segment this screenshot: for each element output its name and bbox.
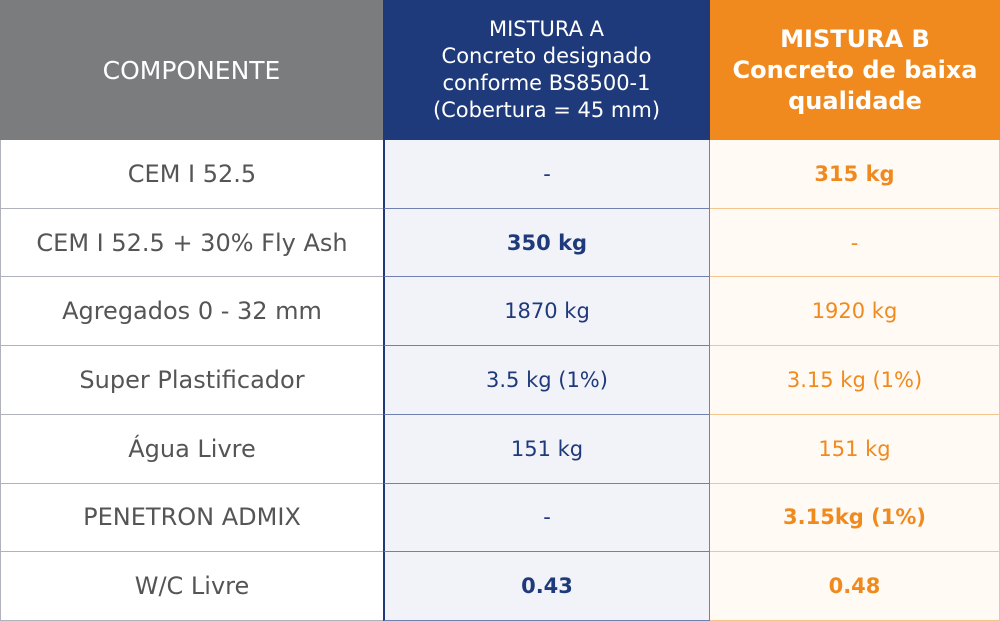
header-cell: COMPONENTE [0,0,383,140]
mix-b-cell: 1920 kg [710,277,1000,347]
header-text: MISTURA A [489,17,604,41]
row-label: CEM I 52.5 + 30% Fly Ash [0,208,383,278]
row-label: Super Plastificador [0,346,383,415]
header-cell: MISTURA A Concreto designado conforme BS… [383,0,710,140]
mix-b-cell: 151 kg [710,414,1000,484]
mix-b-cell: 315 kg [710,140,1000,209]
header-text: Concreto designado [441,44,652,68]
header-text: COMPONENTE [102,55,281,85]
mix-b-cell: 3.15 kg (1%) [710,346,1000,415]
header-text: conforme BS8500-1 [442,71,651,95]
mix-b-cell: 0.48 [710,552,1000,621]
header-cell: MISTURA B Concreto de baixa qualidade [710,0,1000,140]
mix-a-cell: 151 kg [383,414,710,484]
header-text: qualidade [788,86,922,115]
mix-b-cell: - [710,208,1000,278]
header-text: MISTURA B [780,24,930,53]
mix-a-cell: - [383,140,710,209]
header-text: (Cobertura = 45 mm) [432,98,661,122]
header-text: Concreto de baixa [732,55,978,84]
mix-a-cell: 3.5 kg (1%) [383,346,710,415]
row-label: W/C Livre [0,552,383,621]
row-label: Agregados 0 - 32 mm [0,277,383,347]
row-label: PENETRON ADMIX [0,483,383,553]
mix-a-cell: 1870 kg [383,277,710,347]
mix-a-cell: 350 kg [383,208,710,278]
row-label: CEM I 52.5 [0,140,383,209]
mix-a-cell: 0.43 [383,552,710,621]
row-label: Água Livre [0,414,383,484]
mix-a-cell: - [383,483,710,553]
mix-b-cell: 3.15kg (1%) [710,483,1000,553]
